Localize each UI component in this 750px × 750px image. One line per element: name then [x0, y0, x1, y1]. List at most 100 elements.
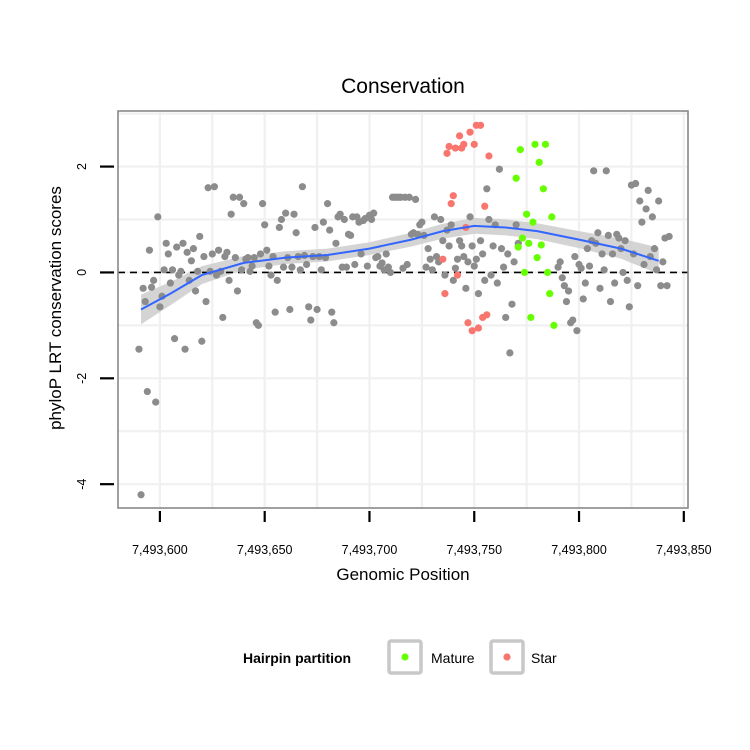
point-other	[659, 258, 667, 266]
point-mature	[535, 158, 543, 166]
point-other	[506, 349, 514, 357]
point-other	[474, 290, 483, 298]
point-other	[615, 234, 623, 242]
point-star	[439, 255, 447, 263]
point-other	[489, 242, 497, 250]
point-other	[227, 210, 235, 218]
point-other	[590, 167, 598, 175]
point-other	[458, 242, 466, 250]
point-star	[447, 200, 455, 208]
point-star	[443, 149, 451, 157]
point-other	[164, 250, 172, 258]
point-other	[235, 193, 244, 201]
point-other	[619, 268, 627, 277]
x-tick-label: 7,493,750	[446, 543, 502, 557]
legend-title: Hairpin partition	[243, 650, 351, 666]
point-other	[512, 221, 520, 229]
point-other	[510, 258, 518, 266]
point-other	[328, 308, 336, 316]
point-other	[476, 237, 485, 245]
point-other	[263, 246, 271, 254]
smooth-confidence-band	[141, 217, 659, 325]
point-other	[447, 221, 455, 229]
point-other	[311, 223, 319, 232]
point-other	[189, 245, 198, 253]
point-star	[466, 128, 474, 136]
y-tick-label: 2	[75, 163, 89, 170]
point-other	[154, 213, 162, 221]
point-other	[223, 248, 231, 256]
point-other	[367, 215, 376, 224]
confidence-band	[141, 217, 659, 325]
point-star	[449, 192, 457, 200]
point-mature	[514, 243, 522, 251]
point-other	[298, 183, 307, 191]
point-other	[208, 250, 216, 258]
point-other	[485, 215, 493, 224]
point-other	[650, 245, 659, 253]
legend: Hairpin partition Mature Star	[243, 639, 557, 675]
point-other	[374, 252, 382, 261]
point-other	[254, 321, 263, 329]
x-axis: 7,493,600 7,493,650 7,493,700 7,493,750 7,49…	[132, 511, 712, 557]
y-axis-label: phyloP LRT conservation scores	[46, 186, 65, 430]
x-tick-label: 7,493,700	[342, 543, 398, 557]
point-other	[508, 300, 516, 308]
point-other	[267, 271, 275, 279]
point-other	[640, 260, 648, 269]
point-other	[202, 297, 210, 306]
point-other	[579, 295, 587, 303]
point-other	[483, 185, 491, 193]
point-star	[460, 140, 468, 148]
point-other	[139, 284, 147, 292]
plot-panel	[117, 110, 689, 509]
point-other	[147, 283, 156, 291]
point-mature	[541, 140, 550, 148]
point-other	[464, 258, 472, 266]
point-other	[594, 229, 602, 237]
y-tick-label: -4	[75, 479, 89, 490]
point-other	[332, 239, 340, 247]
point-other	[602, 167, 610, 175]
point-other	[296, 266, 304, 274]
point-other	[460, 252, 468, 261]
point-other	[573, 327, 581, 335]
point-other	[560, 282, 568, 290]
point-other	[160, 266, 168, 274]
point-other	[191, 287, 200, 295]
point-other	[479, 250, 487, 258]
point-star	[455, 132, 464, 140]
point-star	[483, 311, 491, 319]
point-mature	[520, 268, 529, 277]
point-other	[219, 313, 227, 322]
point-mature	[516, 146, 524, 154]
point-other	[271, 308, 279, 316]
point-mature	[533, 254, 541, 262]
smooth-trend-line	[140, 224, 659, 311]
point-other	[150, 276, 158, 284]
point-star	[481, 202, 489, 210]
point-other	[152, 398, 160, 406]
point-other	[196, 232, 204, 241]
point-other	[145, 246, 154, 254]
point-other	[382, 250, 390, 258]
smooth-line	[140, 224, 659, 311]
point-other	[428, 266, 436, 274]
x-axis-label: Genomic Position	[336, 565, 469, 584]
point-mature	[512, 174, 520, 182]
point-other	[261, 221, 269, 229]
point-other	[173, 243, 181, 251]
point-other	[598, 250, 606, 258]
point-other	[183, 248, 191, 256]
point-other	[181, 345, 189, 353]
point-star	[485, 152, 493, 160]
point-other	[342, 263, 351, 271]
point-other	[319, 218, 327, 226]
point-other	[418, 218, 426, 226]
point-other	[238, 266, 246, 274]
series-other	[135, 165, 673, 499]
legend-label-star: Star	[531, 650, 557, 666]
point-other	[642, 205, 650, 213]
data-points	[135, 121, 673, 499]
point-other	[665, 232, 673, 241]
